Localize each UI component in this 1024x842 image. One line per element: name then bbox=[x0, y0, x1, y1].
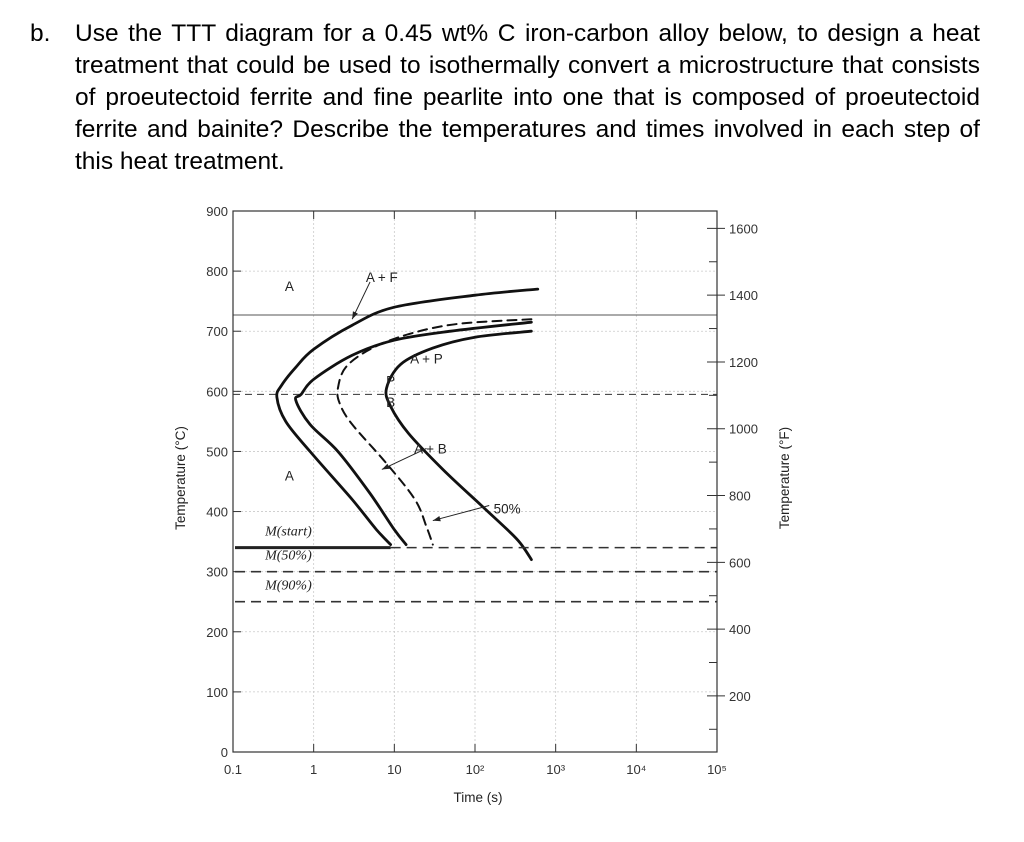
y-right-axis-ticks: 200 400 600 800 1000 1200 1400 1600 bbox=[707, 221, 758, 730]
question-label: b. bbox=[30, 20, 51, 47]
y-right-axis-title: Temperature (°F) bbox=[777, 427, 792, 529]
region-label: 50% bbox=[494, 502, 521, 517]
y-tick-label: 0 bbox=[221, 745, 228, 760]
arrow-head bbox=[432, 515, 441, 522]
y-right-tick-label: 800 bbox=[729, 489, 751, 504]
question-text: Use the TTT diagram for a 0.45 wt% C iro… bbox=[75, 20, 980, 175]
y-right-tick-label: 1000 bbox=[729, 422, 758, 437]
y-right-tick-label: 400 bbox=[729, 622, 751, 637]
question: b. Use the TTT diagram for a 0.45 wt% C … bbox=[30, 18, 980, 178]
y-right-tick-label: 200 bbox=[729, 689, 751, 704]
y-tick-label: 600 bbox=[206, 384, 228, 399]
x-axis-title: Time (s) bbox=[454, 790, 503, 805]
isotherm-label: M(90%) bbox=[264, 579, 312, 594]
x-tick-label: 10⁵ bbox=[707, 762, 727, 777]
y-tick-label: 100 bbox=[206, 685, 228, 700]
y-tick-label: 700 bbox=[206, 324, 228, 339]
y-tick-label: 300 bbox=[206, 565, 228, 580]
region-label: P bbox=[386, 374, 395, 389]
arrow-head bbox=[352, 311, 358, 320]
region-label: A + B bbox=[414, 441, 447, 456]
x-tick-label: 10² bbox=[466, 762, 485, 777]
transformation-curves bbox=[275, 287, 540, 561]
y-tick-label: 200 bbox=[206, 625, 228, 640]
chart-gridlines bbox=[233, 211, 717, 752]
x-tick-label: 1 bbox=[310, 762, 317, 777]
isotherm-label: M(start) bbox=[264, 525, 312, 540]
x-tick-label: 10³ bbox=[546, 762, 565, 777]
martensite-lines: M(start) M(50%) M(90%) bbox=[235, 525, 717, 603]
y-tick-label: 800 bbox=[206, 264, 228, 279]
region-label: A + F bbox=[366, 270, 398, 285]
x-tick-label: 10⁴ bbox=[626, 762, 646, 777]
y-right-tick-label: 1600 bbox=[729, 221, 758, 236]
reference-lines bbox=[233, 314, 717, 395]
region-label: A bbox=[285, 279, 294, 294]
y-tick-label: 900 bbox=[206, 204, 228, 219]
y-right-tick-label: 1400 bbox=[729, 288, 758, 303]
isotherm-label: M(50%) bbox=[264, 549, 312, 564]
annotation-arrows bbox=[351, 281, 490, 522]
y-tick-label: 500 bbox=[206, 444, 228, 459]
x-tick-label: 10 bbox=[387, 762, 401, 777]
x-tick-label: 0.1 bbox=[224, 762, 242, 777]
y-tick-label: 400 bbox=[206, 505, 228, 520]
ferrite-start-curve bbox=[275, 287, 540, 546]
annotation-arrow bbox=[381, 447, 427, 470]
y-right-tick-label: 600 bbox=[729, 555, 751, 570]
y-axis-title: Temperature (°C) bbox=[173, 426, 188, 530]
region-labels: A A + F A + P PB A + B A 50% bbox=[285, 270, 521, 516]
arrow-head bbox=[381, 463, 390, 470]
x-axis-ticks: 0.1 1 10 10² 10³ 10⁴ 10⁵ bbox=[224, 211, 727, 777]
half-transformation-curve bbox=[336, 318, 533, 546]
transformation-finish-curve bbox=[384, 329, 533, 561]
y-axis-ticks: 0 100 200 300 400 500 600 700 800 900 bbox=[206, 204, 241, 760]
annotation-arrow bbox=[432, 505, 490, 522]
y-right-tick-label: 1200 bbox=[729, 355, 758, 370]
region-label: B bbox=[386, 395, 395, 410]
region-label: A + P bbox=[410, 351, 443, 366]
region-label: A bbox=[285, 468, 294, 483]
pearlite-start-curve bbox=[294, 320, 533, 546]
